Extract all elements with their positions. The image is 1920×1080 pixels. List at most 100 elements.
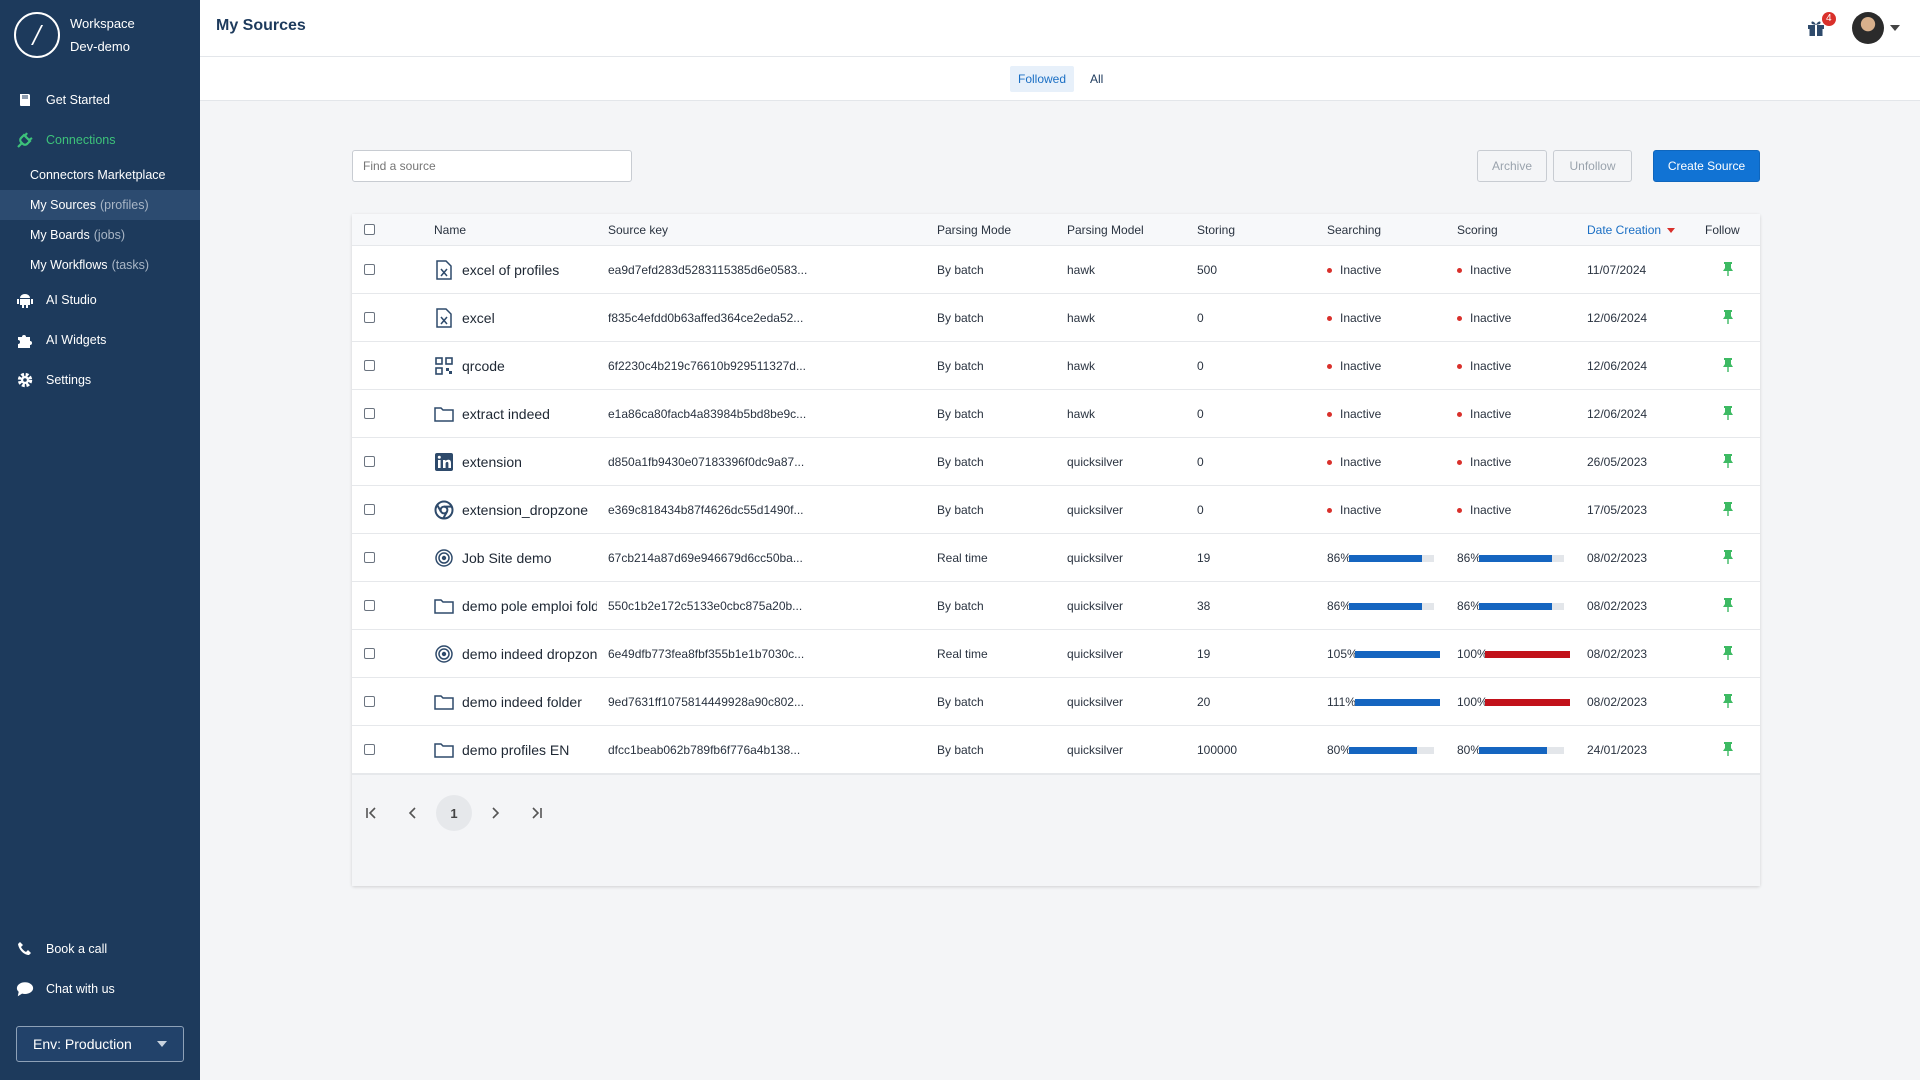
- next-page-icon[interactable]: [477, 795, 513, 831]
- col-parsing-model[interactable]: Parsing Model: [1067, 223, 1144, 237]
- source-name[interactable]: demo indeed dropzone: [462, 646, 597, 662]
- sidebar-item-my-sources[interactable]: My Sources (profiles): [0, 190, 200, 220]
- source-name[interactable]: excel of profiles: [462, 262, 560, 278]
- unfollow-button[interactable]: Unfollow: [1553, 150, 1632, 182]
- gift-icon[interactable]: [1806, 18, 1826, 43]
- table-row[interactable]: demo pole emploi fold 550c1b2e172c5133e0c…: [352, 582, 1760, 630]
- source-name[interactable]: qrcode: [462, 358, 505, 374]
- chevron-down-icon[interactable]: [1890, 25, 1900, 31]
- select-all-checkbox[interactable]: [364, 224, 375, 235]
- inactive-dot: [1457, 268, 1462, 274]
- inactive-dot: [1327, 316, 1332, 322]
- col-date-creation[interactable]: Date Creation: [1587, 214, 1676, 246]
- pin-icon[interactable]: [1722, 261, 1734, 282]
- table-row[interactable]: demo indeed dropzone 6e49dfb773fea8fbf355…: [352, 630, 1760, 678]
- col-parsing-mode[interactable]: Parsing Mode: [937, 223, 1012, 237]
- parsing-model: hawk: [1067, 407, 1096, 421]
- table-row[interactable]: extension_dropzone e369c818434b87f4626dc5…: [352, 486, 1760, 534]
- sidebar-item-connectors-marketplace[interactable]: Connectors Marketplace: [0, 160, 200, 190]
- pin-icon[interactable]: [1722, 501, 1734, 522]
- table-row[interactable]: excel f835c4efdd0b63affed364ce2eda52... By…: [352, 294, 1760, 342]
- pin-icon[interactable]: [1722, 549, 1734, 570]
- storing-count: 0: [1197, 503, 1204, 517]
- source-key: 6f2230c4b219c76610b929511327d...: [608, 359, 806, 373]
- source-name[interactable]: excel: [462, 310, 495, 326]
- source-name[interactable]: demo indeed folder: [462, 694, 582, 710]
- pin-icon[interactable]: [1722, 645, 1734, 666]
- chevron-down-icon: [157, 1041, 167, 1047]
- row-checkbox[interactable]: [364, 360, 375, 371]
- source-name[interactable]: demo profiles EN: [462, 742, 570, 758]
- last-page-icon[interactable]: [518, 795, 554, 831]
- archive-button[interactable]: Archive: [1477, 150, 1547, 182]
- row-checkbox[interactable]: [364, 504, 375, 515]
- chat-link[interactable]: Chat with us: [0, 972, 200, 1006]
- sidebar-item-ai-widgets[interactable]: AI Widgets: [0, 323, 200, 357]
- pin-icon[interactable]: [1722, 405, 1734, 426]
- col-scoring[interactable]: Scoring: [1457, 223, 1498, 237]
- source-name[interactable]: extension: [462, 454, 522, 470]
- prev-page-icon[interactable]: [395, 795, 431, 831]
- tab-all[interactable]: All: [1090, 72, 1104, 86]
- avatar[interactable]: [1852, 12, 1884, 44]
- workspace-brand[interactable]: / Workspace Dev-demo: [14, 12, 135, 58]
- searching-progress-fill: [1349, 747, 1417, 754]
- col-searching[interactable]: Searching: [1327, 223, 1382, 237]
- row-checkbox[interactable]: [364, 600, 375, 611]
- sidebar-item-connections[interactable]: Connections: [0, 123, 200, 157]
- row-checkbox[interactable]: [364, 264, 375, 275]
- searching-status-label: Inactive: [1340, 311, 1382, 325]
- pin-icon[interactable]: [1722, 741, 1734, 762]
- create-source-button[interactable]: Create Source: [1653, 150, 1760, 182]
- source-name[interactable]: demo pole emploi fold: [462, 598, 597, 614]
- row-checkbox[interactable]: [364, 408, 375, 419]
- row-checkbox[interactable]: [364, 744, 375, 755]
- row-checkbox[interactable]: [364, 648, 375, 659]
- first-page-icon[interactable]: [354, 795, 390, 831]
- table-row[interactable]: Job Site demo 67cb214a87d69e946679d6cc50b…: [352, 534, 1760, 582]
- env-select[interactable]: Env: Production: [16, 1026, 184, 1062]
- folder-icon: [434, 596, 454, 616]
- search-input[interactable]: [352, 150, 632, 182]
- row-checkbox[interactable]: [364, 312, 375, 323]
- sidebar-item-get-started[interactable]: Get Started: [0, 83, 200, 117]
- pin-icon[interactable]: [1722, 357, 1734, 378]
- table-row[interactable]: demo indeed folder 9ed7631ff1075814449928…: [352, 678, 1760, 726]
- table-row[interactable]: excel of profiles ea9d7efd283d5283115385d…: [352, 246, 1760, 294]
- parsing-mode: By batch: [937, 695, 984, 709]
- puzzle-icon: [16, 331, 34, 349]
- sidebar-item-my-workflows[interactable]: My Workflows (tasks): [0, 250, 200, 280]
- table-row[interactable]: extract indeed e1a86ca80facb4a83984b5bd8b…: [352, 390, 1760, 438]
- source-name[interactable]: extension_dropzone: [462, 502, 589, 518]
- target-icon: [434, 548, 454, 568]
- storing-count: 0: [1197, 407, 1204, 421]
- table-row[interactable]: extension d850a1fb9430e07183396f0dc9a87..…: [352, 438, 1760, 486]
- scoring-status: Inactive: [1457, 486, 1511, 534]
- table-row[interactable]: qrcode 6f2230c4b219c76610b929511327d... By…: [352, 342, 1760, 390]
- pin-icon[interactable]: [1722, 453, 1734, 474]
- row-checkbox[interactable]: [364, 696, 375, 707]
- col-source-key[interactable]: Source key: [608, 223, 669, 237]
- pin-icon[interactable]: [1722, 309, 1734, 330]
- col-storing[interactable]: Storing: [1197, 223, 1236, 237]
- source-name[interactable]: Job Site demo: [462, 550, 552, 566]
- sidebar-item-settings[interactable]: Settings: [0, 363, 200, 397]
- sidebar-item-ai-studio[interactable]: AI Studio: [0, 283, 200, 317]
- excel-icon: [434, 308, 454, 328]
- current-page[interactable]: 1: [436, 795, 472, 831]
- row-checkbox[interactable]: [364, 552, 375, 563]
- sidebar-sub-label: My Sources: [30, 198, 96, 212]
- tab-followed[interactable]: Followed: [1010, 66, 1075, 92]
- pin-icon[interactable]: [1722, 693, 1734, 714]
- col-name[interactable]: Name: [434, 223, 467, 237]
- col-follow: Follow: [1705, 223, 1740, 237]
- workspace-logo: /: [14, 12, 60, 58]
- sidebar-item-my-boards[interactable]: My Boards (jobs): [0, 220, 200, 250]
- table-row[interactable]: demo profiles EN dfcc1beab062b789fb6f776a…: [352, 726, 1760, 774]
- source-name[interactable]: extract indeed: [462, 406, 550, 422]
- book-call-link[interactable]: Book a call: [0, 932, 200, 966]
- plug-icon: [16, 131, 34, 149]
- pin-icon[interactable]: [1722, 597, 1734, 618]
- searching-status: Inactive: [1327, 246, 1381, 294]
- row-checkbox[interactable]: [364, 456, 375, 467]
